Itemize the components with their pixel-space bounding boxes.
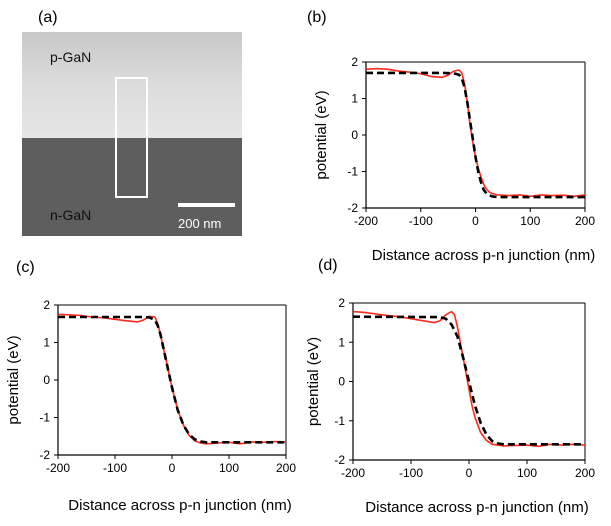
panel-label-c: (c) [16, 259, 35, 276]
y-tick-label: 2 [43, 298, 50, 312]
chart-b: -200 -100 0 100 200 2 1 0 -1 -2 Distance across p-… [313, 55, 595, 264]
y-axis-title: potential (eV) [5, 335, 22, 424]
y-axis-title: potential (eV) [305, 337, 322, 426]
y-tick-label: 0 [338, 375, 345, 389]
x-axis-title: Distance across p-n junction (nm) [68, 497, 291, 514]
x-tick-label: -200 [341, 466, 365, 480]
x-tick-label: 200 [575, 214, 595, 228]
panel-label-d: (d) [318, 257, 338, 274]
y-tick-label: 1 [338, 335, 345, 349]
p-gan-label: p-GaN [50, 49, 91, 65]
x-tick-label: -200 [354, 214, 378, 228]
x-tick-label: 100 [520, 214, 540, 228]
y-tick-label: -2 [347, 201, 358, 215]
x-tick-label: -100 [409, 214, 433, 228]
x-tick-label: -100 [399, 466, 423, 480]
x-axis-title: Distance across p-n junction (nm) [365, 499, 588, 516]
x-tick-label: 0 [472, 214, 479, 228]
x-axis-title: Distance across p-n junction (nm) [372, 247, 595, 264]
chart-d: -200 -100 0 100 200 2 1 0 -1 -2 Distance across p-… [305, 296, 595, 516]
n-gan-region [22, 138, 242, 236]
y-tick-label: -2 [334, 453, 345, 467]
model-curve [366, 71, 585, 199]
y-tick-label: 0 [43, 373, 50, 387]
y-tick-label: 0 [351, 128, 358, 142]
y-tick-label: -1 [347, 165, 358, 179]
micrograph: p-GaN n-GaN 200 nm [22, 32, 242, 236]
p-gan-region [22, 32, 242, 138]
y-tick-label: 1 [43, 336, 50, 350]
panel-label-b: (b) [307, 9, 327, 26]
y-tick-label: -1 [39, 411, 50, 425]
x-tick-label: -200 [46, 461, 70, 475]
panel-label-a: (a) [38, 9, 58, 26]
x-tick-label: 200 [276, 461, 296, 475]
model-curve [352, 315, 585, 446]
x-tick-label: 100 [219, 461, 239, 475]
x-tick-label: 200 [575, 466, 595, 480]
model-curve [58, 315, 286, 444]
y-tick-label: 2 [338, 296, 345, 310]
roi-box [115, 77, 148, 198]
x-tick-label: 0 [466, 466, 473, 480]
scale-bar-label: 200 nm [178, 216, 221, 231]
x-tick-label: 100 [517, 466, 537, 480]
measured-curve [352, 310, 586, 448]
x-tick-label: 0 [169, 461, 176, 475]
chart-c: -200 -100 0 100 200 2 1 0 -1 -2 Distance across p-… [5, 298, 296, 514]
measured-curve [365, 67, 586, 198]
y-tick-label: 2 [351, 55, 358, 69]
n-gan-label: n-GaN [50, 207, 91, 223]
y-axis-title: potential (eV) [313, 90, 330, 179]
x-tick-label: -100 [103, 461, 127, 475]
measured-curve [57, 313, 287, 445]
y-tick-label: 1 [351, 92, 358, 106]
y-tick-label: -2 [39, 448, 50, 462]
y-tick-label: -1 [334, 414, 345, 428]
